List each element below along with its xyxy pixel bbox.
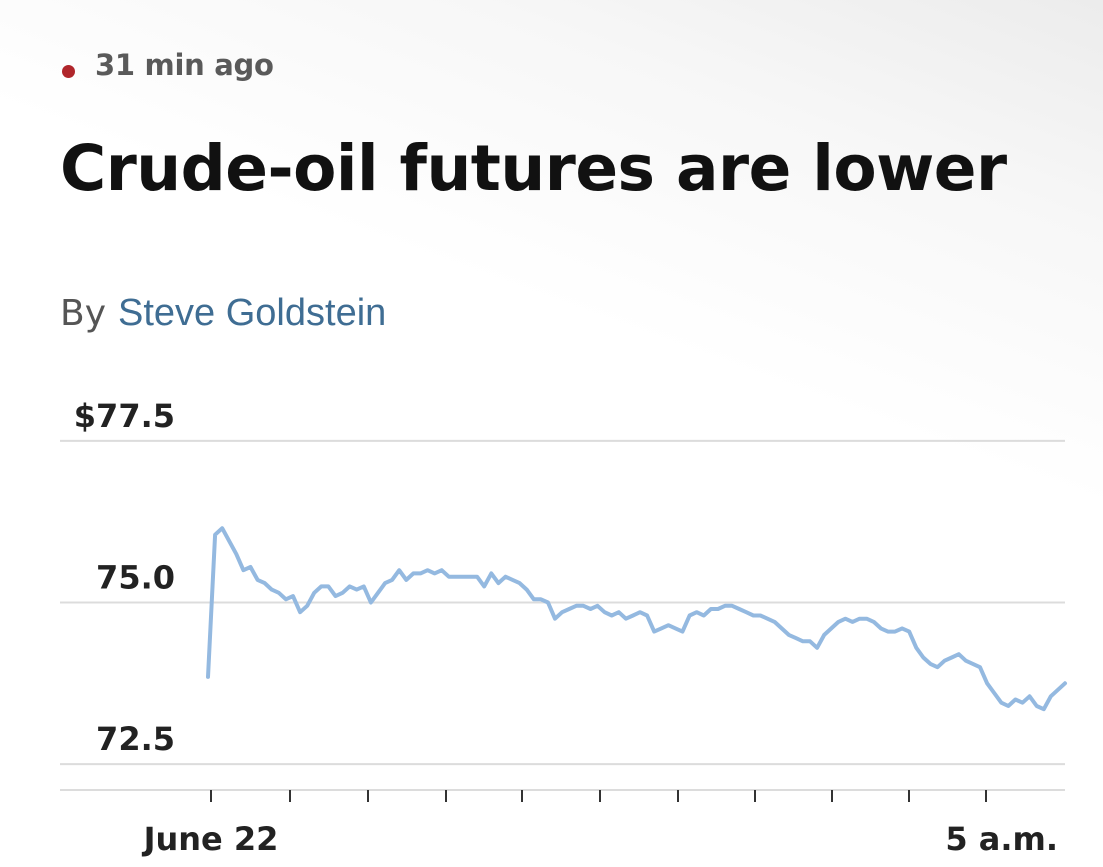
headline[interactable]: Crude-oil futures are lower [60,132,1007,205]
y-tick-label: 72.5 [96,720,175,758]
live-indicator-dot [62,64,75,78]
y-tick-label: 75.0 [96,559,175,597]
price-line [206,526,1067,712]
byline-prefix: By [60,293,107,334]
y-axis-labels: $77.5 75.0 72.5 [74,397,175,758]
chart-gridlines [60,439,1065,766]
price-chart: $77.5 75.0 72.5 June 22 5 a.m. [60,397,1067,858]
timestamp: 31 min ago [95,48,274,82]
article-meta: 31 min ago [62,48,274,82]
x-tick-label: 5 a.m. [945,820,1058,858]
author-link[interactable]: Steve Goldstein [118,292,387,334]
x-axis [60,789,1065,802]
x-axis-labels: June 22 5 a.m. [142,820,1058,858]
y-tick-label: $77.5 [74,397,175,435]
byline: By Steve Goldstein [60,292,386,335]
x-tick-label: June 22 [142,820,279,858]
